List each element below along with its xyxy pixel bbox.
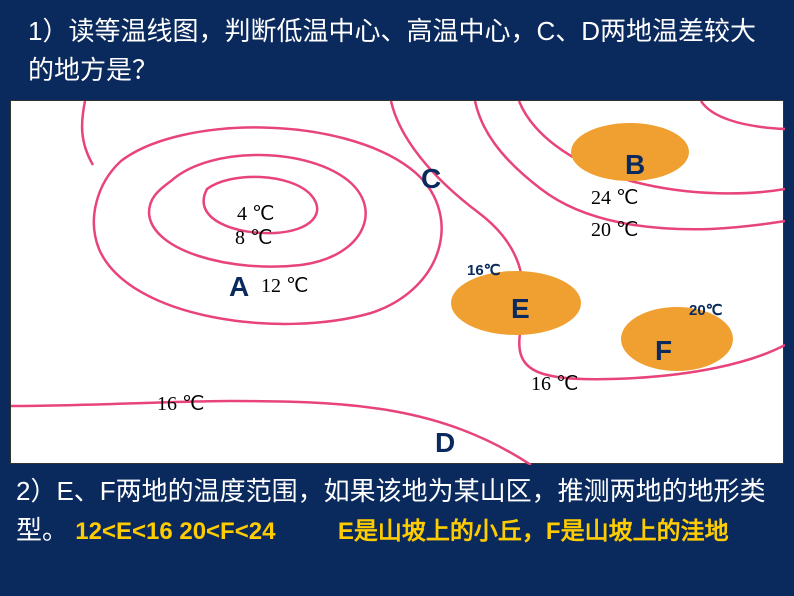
isoline-line12_tail bbox=[82, 101, 93, 165]
temp-label-20C: 20 ℃ bbox=[591, 217, 638, 242]
temp-label-16Cb: 16 ℃ bbox=[531, 371, 578, 396]
temp-label-12C: 12 ℃ bbox=[261, 273, 308, 298]
point-label-D: D bbox=[435, 427, 455, 459]
small-temp-E_temp: 16℃ bbox=[467, 261, 501, 279]
point-label-B: B bbox=[625, 149, 645, 181]
point-label-F: F bbox=[655, 335, 672, 367]
isoline-ne_corner bbox=[701, 101, 785, 129]
answer-spacer bbox=[283, 518, 331, 545]
temp-label-16Ca: 16 ℃ bbox=[157, 391, 204, 416]
temp-label-8C: 8 ℃ bbox=[235, 225, 272, 250]
answer-ranges: 12<E<16 20<F<24 bbox=[75, 518, 275, 545]
answer-text: E是山坡上的小丘，F是山坡上的洼地 bbox=[338, 518, 729, 545]
point-label-A: A bbox=[229, 271, 249, 303]
isotherm-diagram: A B C D E F 4 ℃8 ℃ 12 ℃ 16 ℃ 16 ℃ 20 ℃ 24 ℃ 16℃ 20℃ bbox=[10, 100, 784, 464]
question-2: 2）E、F两地的温度范围，如果该地为某山区，推测两地的地形类型。 12<E<16… bbox=[10, 470, 784, 552]
temp-label-24C: 24 ℃ bbox=[591, 185, 638, 210]
point-label-E: E bbox=[511, 293, 530, 325]
temp-label-4C: 4 ℃ bbox=[237, 201, 274, 226]
small-temp-F_temp: 20℃ bbox=[689, 301, 723, 319]
question-1: 1）读等温线图，判断低温中心、高温中心，C、D两地温差较大的地方是？ bbox=[0, 0, 794, 98]
point-label-C: C bbox=[421, 163, 441, 195]
